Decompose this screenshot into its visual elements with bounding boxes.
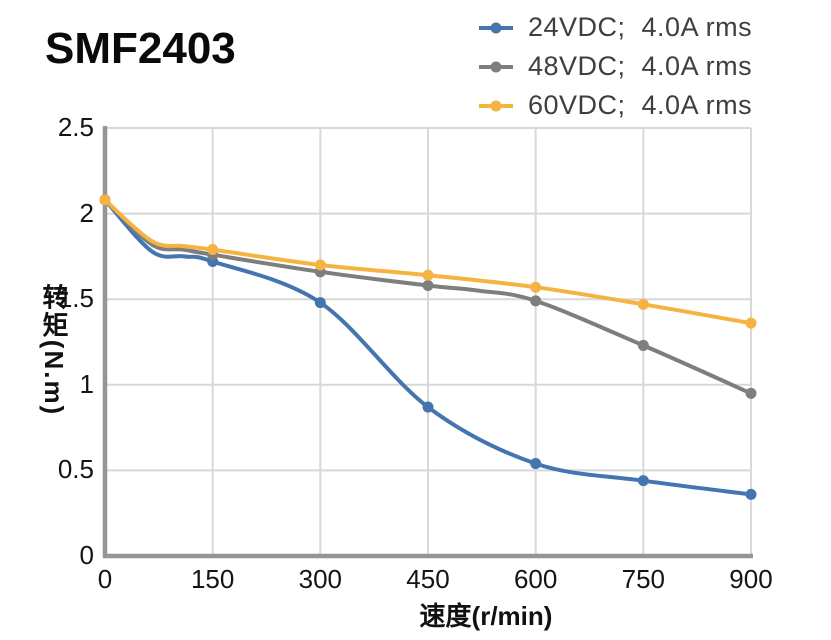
series-0-marker-x750	[637, 475, 649, 487]
x-tick-label-300: 300	[298, 564, 343, 594]
legend-label: 60VDC; 4.0A rms	[528, 90, 753, 120]
page-title: SMF2403	[45, 24, 236, 73]
series-2-marker-x450	[422, 269, 434, 281]
y-tick-label-0.5: 0.5	[57, 454, 94, 485]
y-tick-label-1: 1	[79, 368, 94, 399]
series-line-2	[103, 197, 753, 326]
series-1-marker-x600	[530, 295, 542, 307]
series-0-marker-x900	[745, 488, 757, 500]
series-0-marker-x600	[530, 458, 542, 470]
series-line-1	[103, 197, 753, 396]
series-2-marker-x0	[99, 194, 111, 206]
legend-line-dot-icon	[479, 61, 513, 72]
series-0-marker-x450	[422, 401, 434, 413]
legend-label: 24VDC; 4.0A rms	[528, 12, 753, 42]
series-2-marker-x600	[530, 281, 542, 293]
legend-line-dot-icon	[479, 22, 513, 33]
legend-label: 48VDC; 4.0A rms	[528, 51, 753, 81]
legend-line-dot-icon	[479, 100, 513, 111]
legend-item-48vdc: 48VDC; 4.0A rms	[478, 47, 752, 86]
series-1-marker-x750	[637, 339, 649, 351]
series-0-marker-x300	[314, 297, 326, 309]
y-tick-label-2: 2	[79, 197, 94, 228]
x-tick-label-900: 900	[729, 564, 773, 594]
y-tick-label-2.5: 2.5	[57, 111, 94, 142]
y-axis-title: 转矩(N.m)	[39, 283, 69, 417]
legend: 24VDC; 4.0A rms 48VDC; 4.0A rms 60VDC; 4…	[478, 8, 752, 125]
legend-item-24vdc: 24VDC; 4.0A rms	[478, 8, 752, 47]
y-tick-label-1.5: 1.5	[57, 283, 94, 314]
series-1-marker-x900	[745, 387, 757, 399]
x-tick-label-150: 150	[190, 564, 235, 594]
series-line-0	[103, 197, 753, 497]
x-tick-label-450: 450	[406, 564, 450, 594]
series-1-marker-x450	[422, 280, 434, 292]
x-tick-label-600: 600	[513, 564, 558, 594]
series-2-marker-x750	[637, 298, 649, 310]
x-axis-title: 速度(r/min)	[419, 601, 553, 631]
series-2-marker-x900	[745, 317, 757, 329]
x-tick-label-0: 0	[97, 564, 113, 594]
x-tick-label-750: 750	[621, 564, 666, 594]
y-tick-label-0: 0	[79, 539, 94, 570]
series-2-marker-x300	[314, 259, 326, 271]
legend-item-60vdc: 60VDC; 4.0A rms	[478, 86, 752, 125]
series-2-marker-x150	[207, 244, 219, 256]
